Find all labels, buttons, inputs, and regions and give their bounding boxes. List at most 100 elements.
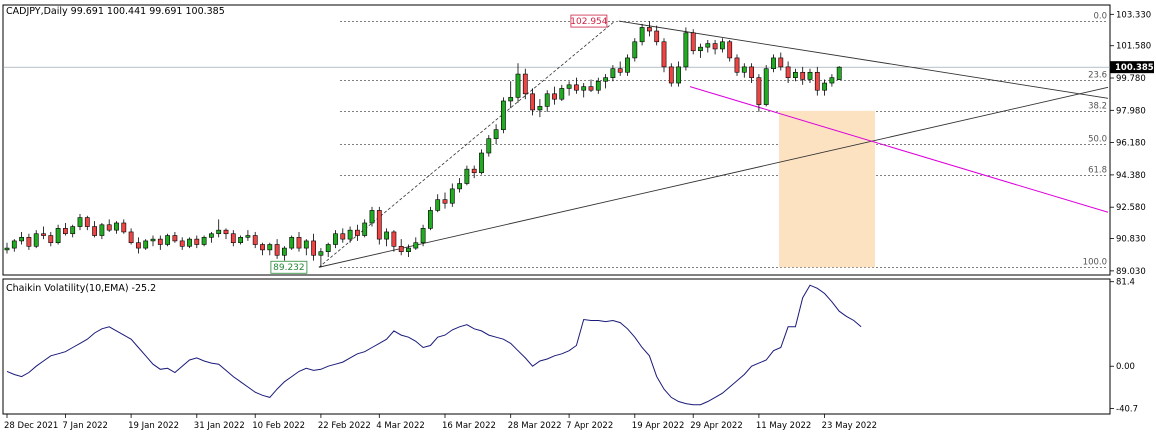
candle-body bbox=[530, 93, 535, 111]
candle-body bbox=[289, 237, 295, 249]
candle-body bbox=[420, 228, 426, 244]
candle-body bbox=[668, 66, 674, 84]
candle-body bbox=[719, 41, 725, 50]
candle-body bbox=[70, 226, 76, 235]
indicator-plot-frame bbox=[2, 278, 1111, 415]
descending-trend-line bbox=[618, 20, 1109, 99]
candle-body bbox=[683, 32, 689, 68]
time-axis-label: 19 Jan 2022 bbox=[128, 421, 179, 431]
candle-body bbox=[245, 235, 251, 238]
candle-body bbox=[267, 244, 273, 251]
candle-body bbox=[143, 240, 149, 249]
candle-body bbox=[676, 66, 681, 84]
candle-body bbox=[281, 247, 287, 256]
indicator-axis-label: 81.4 bbox=[1116, 278, 1135, 288]
candle-body bbox=[515, 73, 521, 98]
candle-body bbox=[698, 46, 703, 52]
candle-body bbox=[654, 30, 660, 43]
candle-body bbox=[376, 210, 382, 240]
candle-body bbox=[384, 231, 389, 240]
candle-body bbox=[763, 68, 769, 105]
candle-body bbox=[252, 235, 258, 245]
candle-body bbox=[55, 228, 61, 244]
fib-level-label: 23.6 bbox=[1088, 71, 1107, 81]
high-marker-box bbox=[570, 14, 608, 28]
candle-body bbox=[274, 244, 280, 256]
time-axis-label: 10 Feb 2022 bbox=[252, 421, 305, 431]
candle-body bbox=[435, 199, 441, 211]
candle-body bbox=[807, 71, 813, 80]
candle-body bbox=[172, 235, 178, 242]
candle-body bbox=[398, 245, 404, 252]
candle-body bbox=[500, 100, 506, 130]
candle-body bbox=[427, 210, 433, 229]
candle-body bbox=[406, 247, 411, 252]
price-axis-label: 94.380 bbox=[1116, 171, 1146, 181]
candle-body bbox=[179, 240, 185, 247]
time-axis-label: 28 Mar 2022 bbox=[508, 421, 562, 431]
price-axis-label: 103.330 bbox=[1116, 10, 1151, 20]
candle-body bbox=[26, 237, 32, 247]
candle-body bbox=[617, 68, 623, 73]
candle-body bbox=[238, 237, 243, 244]
candle-body bbox=[778, 57, 784, 68]
candle-body bbox=[442, 199, 448, 204]
candle-body bbox=[260, 244, 265, 251]
candle-body bbox=[457, 183, 462, 190]
candle-body bbox=[347, 229, 353, 240]
candle-body bbox=[486, 138, 492, 154]
candle-body bbox=[829, 77, 835, 84]
candle-body bbox=[128, 231, 134, 244]
fib-level-label: 100.0 bbox=[1083, 258, 1107, 268]
fib-swing-line bbox=[318, 20, 616, 268]
candle-body bbox=[771, 57, 776, 69]
candle-body bbox=[325, 244, 331, 252]
candle-body bbox=[121, 222, 127, 233]
candle-body bbox=[19, 237, 24, 242]
candle-body bbox=[33, 233, 39, 247]
candle-body bbox=[449, 188, 455, 204]
candle-body bbox=[318, 251, 324, 256]
fib-level-label: 61.8 bbox=[1088, 166, 1107, 176]
candle-body bbox=[727, 41, 733, 59]
candle-body bbox=[800, 71, 806, 80]
candle-body bbox=[756, 77, 762, 105]
candle-body bbox=[150, 238, 156, 242]
current-price-label: 100.385 bbox=[1115, 63, 1154, 73]
time-axis-label: 16 Mar 2022 bbox=[442, 421, 496, 431]
candle-body bbox=[333, 233, 338, 245]
candle-body bbox=[77, 217, 83, 227]
candle-body bbox=[106, 224, 112, 231]
candle-body bbox=[822, 82, 827, 91]
candle-body bbox=[362, 222, 368, 236]
indicator-axis-label: -40.7 bbox=[1116, 404, 1138, 414]
time-axis-label: 23 May 2022 bbox=[822, 421, 877, 431]
candle-body bbox=[690, 32, 696, 52]
candle-body bbox=[734, 57, 740, 73]
candle-body bbox=[41, 233, 46, 236]
candle-body bbox=[581, 86, 587, 91]
candle-body bbox=[223, 229, 229, 235]
candle-body bbox=[311, 240, 316, 256]
candle-body bbox=[705, 43, 711, 48]
fib-level-label: 38.2 bbox=[1088, 102, 1107, 112]
candle-body bbox=[471, 168, 477, 174]
candle-body bbox=[369, 210, 375, 224]
price-axis-label: 99.780 bbox=[1116, 74, 1146, 84]
candle-body bbox=[230, 233, 236, 244]
candle-body bbox=[588, 86, 594, 91]
candle-body bbox=[99, 224, 105, 236]
retracement-zone bbox=[779, 110, 875, 268]
candle-body bbox=[136, 242, 141, 249]
candle-body bbox=[639, 27, 645, 43]
time-axis-label: 7 Jan 2022 bbox=[62, 421, 108, 431]
candle-body bbox=[566, 84, 572, 89]
candle-body bbox=[48, 235, 54, 244]
price-axis-label: 90.830 bbox=[1116, 235, 1146, 245]
candle-body bbox=[749, 66, 754, 78]
candle-body bbox=[814, 71, 820, 91]
time-axis-label: 28 Dec 2021 bbox=[4, 421, 58, 431]
candle-body bbox=[661, 41, 667, 68]
